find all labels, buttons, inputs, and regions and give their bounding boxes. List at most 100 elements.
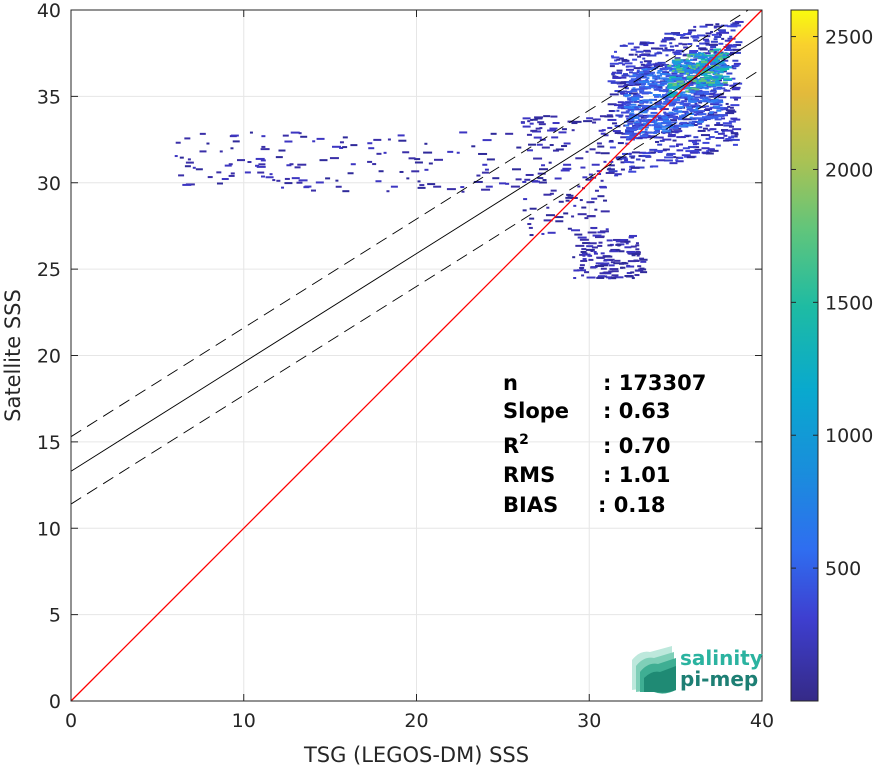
density-cell xyxy=(727,37,736,40)
density-cell xyxy=(499,182,507,185)
density-cell xyxy=(546,206,550,209)
density-cell xyxy=(713,55,721,58)
density-cell xyxy=(184,137,191,140)
density-cell xyxy=(624,246,632,249)
density-cell xyxy=(716,32,722,35)
density-cell xyxy=(367,142,373,145)
density-cell xyxy=(547,129,557,132)
density-cell xyxy=(679,74,684,77)
density-cell xyxy=(643,110,647,113)
density-cell xyxy=(659,44,667,47)
density-cell xyxy=(649,165,653,168)
density-cell xyxy=(669,74,674,77)
density-cell xyxy=(695,62,701,65)
density-cell xyxy=(682,80,686,83)
density-cell xyxy=(709,50,715,53)
density-cell xyxy=(660,108,669,111)
density-cell xyxy=(593,252,598,255)
density-cell xyxy=(646,107,654,110)
density-cell xyxy=(663,73,671,76)
density-cell xyxy=(599,186,607,189)
density-cell xyxy=(685,122,689,125)
density-cell xyxy=(319,159,328,162)
density-cell xyxy=(372,163,377,166)
density-cell xyxy=(683,46,689,49)
density-cell xyxy=(456,151,460,154)
density-cell xyxy=(255,157,265,160)
density-cell xyxy=(620,238,629,241)
density-cell xyxy=(725,109,735,112)
density-cell xyxy=(713,38,718,41)
stat-label: RMS xyxy=(503,463,555,487)
density-cell xyxy=(586,201,592,204)
density-cell xyxy=(642,100,649,103)
density-cell xyxy=(662,97,667,100)
density-cell xyxy=(667,79,673,82)
density-cell xyxy=(641,83,646,86)
density-cell xyxy=(399,170,404,173)
density-cell xyxy=(675,50,685,53)
density-cell xyxy=(565,199,570,202)
density-cell xyxy=(712,115,716,118)
density-cell xyxy=(427,183,436,186)
density-cell xyxy=(673,124,680,127)
density-cell xyxy=(626,120,635,123)
density-cell xyxy=(571,229,581,232)
density-cell xyxy=(727,25,732,28)
density-cell xyxy=(424,142,428,145)
density-cell xyxy=(699,94,706,97)
density-cell xyxy=(630,156,635,159)
density-cell xyxy=(588,215,596,218)
density-cell xyxy=(644,106,648,109)
density-cell xyxy=(276,179,281,182)
density-cell xyxy=(687,96,694,99)
density-cell xyxy=(646,87,652,90)
density-cell xyxy=(640,63,645,66)
density-cell xyxy=(590,176,597,179)
density-cell xyxy=(648,54,657,57)
density-cell xyxy=(586,117,594,120)
density-cell xyxy=(682,54,689,57)
density-cell xyxy=(643,115,649,118)
density-cell xyxy=(726,139,733,142)
density-cell xyxy=(612,71,617,74)
density-cell xyxy=(712,72,717,75)
density-cell xyxy=(707,148,715,151)
density-cell xyxy=(709,149,719,152)
density-cell xyxy=(649,80,656,83)
density-cell xyxy=(635,158,640,161)
density-cell xyxy=(734,98,739,101)
y-tick-label: 10 xyxy=(37,518,61,540)
density-cell xyxy=(694,109,699,112)
density-cell xyxy=(713,87,722,90)
density-cell xyxy=(656,71,661,74)
density-cell xyxy=(730,104,740,107)
density-cell xyxy=(732,86,741,89)
density-cell xyxy=(592,121,597,124)
density-cell xyxy=(582,258,587,261)
density-cell xyxy=(645,86,655,89)
density-cell xyxy=(476,174,481,177)
density-cell xyxy=(710,103,720,106)
density-cell xyxy=(702,38,709,41)
logo-waves-icon xyxy=(632,646,676,694)
density-cell xyxy=(725,102,729,105)
density-cell xyxy=(613,262,621,265)
density-cell xyxy=(653,127,662,130)
density-cell xyxy=(278,149,286,152)
density-cell xyxy=(686,54,695,57)
density-cell xyxy=(635,120,639,123)
density-cell xyxy=(686,69,690,72)
colorbar-tick-label: 500 xyxy=(825,558,861,580)
density-cell xyxy=(718,42,724,45)
density-cell xyxy=(728,125,734,128)
density-cell xyxy=(642,122,647,125)
density-cell xyxy=(730,25,738,28)
density-cell xyxy=(709,75,716,78)
density-cell xyxy=(630,271,635,274)
density-cell xyxy=(720,75,730,78)
density-cell xyxy=(638,114,644,117)
density-cell xyxy=(690,104,700,107)
density-cell xyxy=(709,59,718,62)
